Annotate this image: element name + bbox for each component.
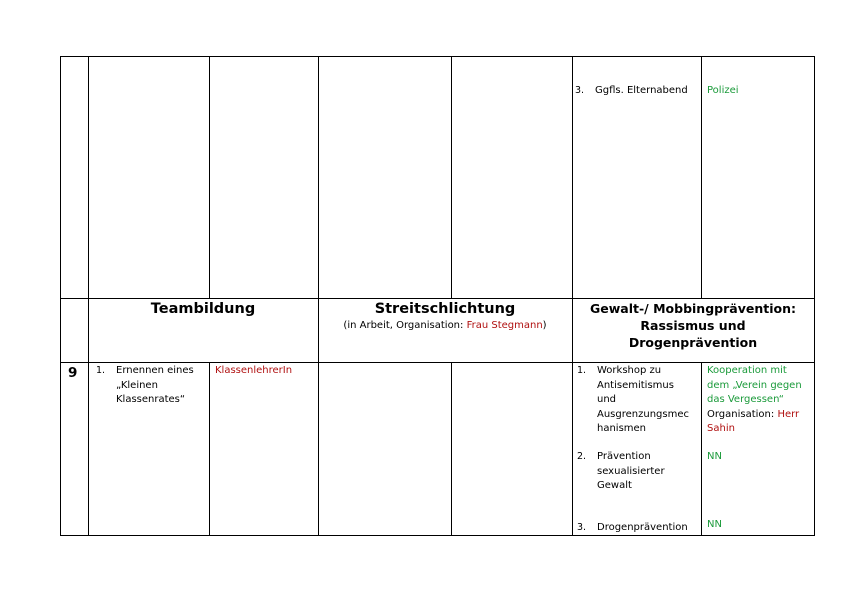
list-item-number: 3. xyxy=(577,522,587,533)
responsible-cell: Polizei xyxy=(707,85,739,96)
list-item-number: 3. xyxy=(575,85,585,96)
list-item-number: 1. xyxy=(96,365,106,376)
responsible-org-label: Organisation: xyxy=(707,408,778,420)
table-rule-col6 xyxy=(701,56,702,298)
responsible-cell: NN xyxy=(707,451,722,462)
responsible-org-person: Herr Sahin xyxy=(707,408,800,435)
list-item-text: Workshop zu Antisemitismus und Ausgrenzu… xyxy=(597,365,689,434)
table-rule-header-bottom xyxy=(60,362,815,363)
table-rule-col4b xyxy=(451,362,452,536)
table-border-bottom xyxy=(60,535,815,536)
table-rule-col2 xyxy=(209,56,210,298)
table-rule-col4 xyxy=(451,56,452,298)
responsible-partner: Kooperation mit dem „Verein gegen das Ve… xyxy=(707,365,802,405)
section-header-streitschlichtung-note: (in Arbeit, Organisation: Frau Stegmann) xyxy=(318,320,572,332)
section-header-gewaltpraevention: Gewalt-/ Mobbingprävention: Rassismus un… xyxy=(572,300,814,351)
table-rule-col3 xyxy=(318,56,319,536)
section-header-teambildung: Teambildung xyxy=(150,301,256,317)
table-rule-col2b xyxy=(209,362,210,536)
list-item-text: Drogenprävention xyxy=(597,522,688,533)
note-person: Frau Stegmann xyxy=(466,320,543,331)
table-border-right xyxy=(814,56,815,536)
header-line: Rassismus und xyxy=(640,318,746,333)
header-line: Gewalt-/ Mobbingprävention: xyxy=(590,301,796,316)
responsible-cell: KlassenlehrerIn xyxy=(215,365,293,376)
list-item-number: 1. xyxy=(577,365,587,376)
table-rule-header-top xyxy=(60,298,815,299)
table-border-left xyxy=(60,56,61,536)
list-item-text: Prävention sexualisierter Gewalt xyxy=(597,451,665,491)
note-suffix: ) xyxy=(542,320,547,331)
list-item-text: Ernennen eines „Kleinen Klassenrates“ xyxy=(116,365,194,405)
list-item-text: Ggfls. Elternabend xyxy=(595,85,688,96)
responsible-cell: NN xyxy=(707,519,722,530)
note-prefix: (in Arbeit, Organisation: xyxy=(343,320,467,331)
grade-number: 9 xyxy=(68,365,78,381)
table-rule-col5 xyxy=(572,56,573,536)
header-line: Drogenprävention xyxy=(628,335,758,350)
section-header-streitschlichtung: Streitschlichtung xyxy=(374,301,516,317)
table-rule-col1 xyxy=(88,56,89,536)
responsible-cell: Kooperation mit dem „Verein gegen das Ve… xyxy=(707,364,813,437)
table-border-top xyxy=(60,56,815,57)
table-rule-col6b xyxy=(701,362,702,536)
list-item-number: 2. xyxy=(577,451,587,462)
